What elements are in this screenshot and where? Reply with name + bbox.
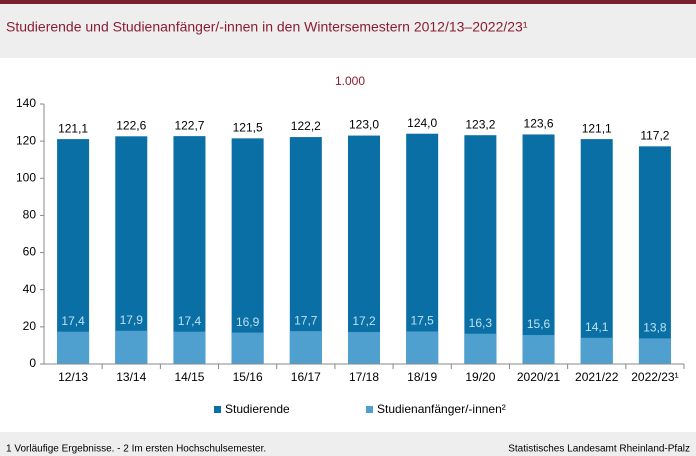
bar — [580, 337, 613, 364]
bar — [173, 136, 206, 364]
value-label: 122,7 — [174, 118, 204, 132]
value-label: 122,6 — [116, 118, 146, 132]
x-tick-label: 17/18 — [349, 370, 379, 384]
bar — [464, 333, 497, 364]
value-label: 17,9 — [120, 313, 144, 327]
value-label: 16,9 — [236, 315, 260, 329]
bar — [638, 338, 671, 364]
y-tick-label: 80 — [23, 208, 37, 222]
value-label: 14,1 — [585, 320, 609, 334]
source: Statistisches Landesamt Rheinland-Pfalz — [508, 444, 690, 455]
legend-swatch — [214, 406, 221, 413]
value-label: 121,1 — [58, 121, 88, 135]
top-bar — [0, 0, 696, 4]
bar — [231, 332, 264, 364]
value-label: 121,1 — [582, 121, 612, 135]
value-label: 15,6 — [527, 317, 551, 331]
x-tick-label: 19/20 — [465, 370, 495, 384]
value-label: 13,8 — [643, 321, 667, 335]
value-label: 124,0 — [407, 116, 437, 130]
value-label: 123,6 — [524, 117, 554, 131]
y-tick-label: 40 — [23, 282, 37, 296]
unit-label: 1.000 — [335, 74, 365, 88]
x-tick-label: 15/16 — [233, 370, 263, 384]
legend-label: Studienanfänger/-innen² — [377, 402, 506, 416]
value-label: 17,4 — [61, 314, 85, 328]
bar — [580, 139, 613, 364]
x-tick-label: 16/17 — [291, 370, 321, 384]
bar — [522, 134, 555, 364]
y-tick-label: 60 — [23, 245, 37, 259]
bar — [57, 331, 90, 364]
bar — [638, 146, 671, 364]
value-label: 17,5 — [411, 314, 435, 328]
x-tick-label: 2021/22 — [575, 370, 619, 384]
chart-title: Studierende und Studienanfänger/-innen i… — [6, 19, 528, 35]
value-label: 121,5 — [233, 121, 263, 135]
bar — [406, 133, 439, 364]
bar — [464, 135, 497, 364]
y-tick-label: 140 — [16, 96, 36, 110]
y-tick-label: 20 — [23, 319, 37, 333]
x-tick-label: 2022/23¹ — [631, 370, 678, 384]
legend-label: Studierende — [225, 402, 290, 416]
bar — [289, 331, 322, 364]
bar — [115, 136, 148, 364]
bar — [406, 331, 439, 364]
value-label: 122,2 — [291, 119, 321, 133]
value-label: 17,2 — [352, 314, 376, 328]
bar — [57, 139, 90, 364]
bar — [522, 335, 555, 364]
y-tick-label: 120 — [16, 133, 36, 147]
value-label: 123,2 — [465, 117, 495, 131]
y-tick-label: 0 — [29, 356, 36, 370]
value-label: 17,7 — [294, 313, 318, 327]
x-tick-label: 14/15 — [174, 370, 204, 384]
bar — [348, 135, 380, 364]
y-tick-label: 100 — [16, 170, 36, 184]
footnote: 1 Vorläufige Ergebnisse. - 2 Im ersten H… — [6, 444, 266, 455]
x-tick-label: 2020/21 — [517, 370, 561, 384]
bar — [115, 330, 148, 364]
x-tick-label: 12/13 — [58, 370, 88, 384]
value-label: 16,3 — [469, 316, 493, 330]
value-label: 123,0 — [349, 118, 379, 132]
legend-swatch — [366, 406, 373, 413]
x-tick-label: 13/14 — [116, 370, 146, 384]
bar — [289, 137, 322, 364]
bar — [231, 138, 264, 364]
value-label: 117,2 — [640, 129, 669, 143]
value-label: 17,4 — [178, 314, 202, 328]
bar — [173, 331, 206, 364]
x-tick-label: 18/19 — [407, 370, 437, 384]
bar — [348, 332, 380, 364]
